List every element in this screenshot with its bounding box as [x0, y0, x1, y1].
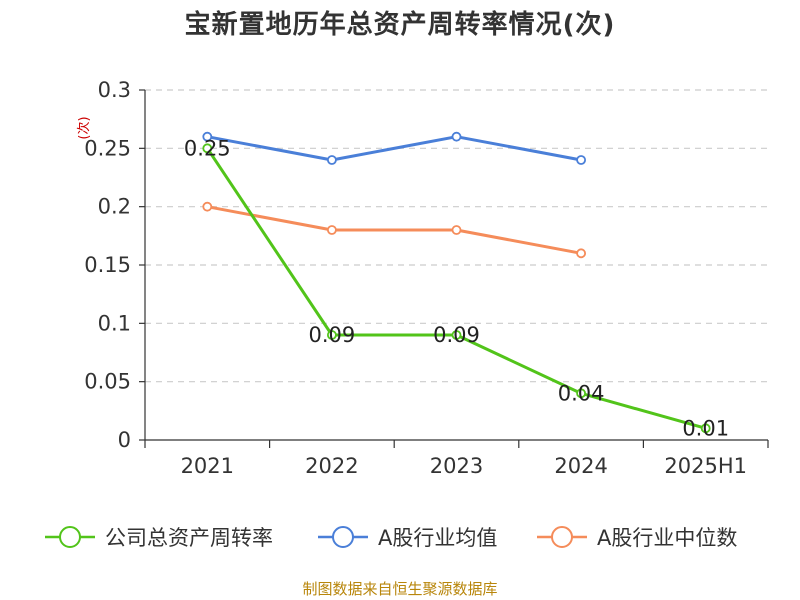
x-tick-label: 2022 [305, 454, 358, 478]
legend-label-1: A股行业均值 [378, 526, 497, 550]
legend-label-2: A股行业中位数 [597, 526, 737, 550]
data-labels: 0.25 0.09 0.09 0.04 0.01 [184, 136, 729, 440]
y-tick-label: 0.1 [98, 311, 131, 335]
series-point-0 [202, 143, 213, 154]
data-label: 0.25 [184, 136, 231, 160]
y-tick-labels: 0 0.05 0.1 0.15 0.2 0.25 0.3 [84, 78, 131, 452]
data-label: 0.09 [309, 323, 356, 347]
data-label: 0.01 [682, 416, 729, 440]
chart-title: 宝新置地历年总资产周转率情况(次) [184, 10, 616, 40]
series-point-2 [202, 201, 213, 212]
series-point-2 [451, 225, 462, 235]
y-axis-label: (次) [76, 116, 92, 139]
x-tick-label: 2021 [181, 454, 234, 478]
series-point-1 [326, 155, 337, 165]
legend-marker-2 [551, 526, 573, 548]
data-label: 0.04 [558, 381, 605, 405]
series-point-1 [576, 155, 586, 165]
series-point-0 [326, 330, 337, 340]
series-point-1 [202, 131, 213, 142]
series-lines [202, 131, 711, 434]
y-tick-label: 0.2 [98, 195, 131, 219]
y-tick-label: 0.15 [84, 253, 131, 277]
series-point-2 [576, 248, 586, 259]
series-point-0 [451, 330, 462, 340]
series-point-0 [576, 388, 586, 399]
x-tick-label: 2024 [554, 454, 607, 478]
data-label: 0.09 [433, 323, 480, 347]
axes [139, 89, 769, 448]
legend-marker-1 [332, 526, 354, 548]
source-note: 制图数据来自恒生聚源数据库 [302, 580, 498, 598]
y-tick-label: 0.3 [98, 78, 131, 102]
y-tick-label: 0 [118, 428, 131, 452]
y-tick-label: 0.25 [84, 136, 131, 160]
series-point-1 [451, 131, 462, 142]
y-tick-label: 0.05 [84, 370, 131, 394]
series-point-2 [326, 225, 337, 235]
legend: 公司总资产周转率 A股行业均值 A股行业中位数 [45, 526, 737, 550]
x-tick-labels: 2021 2022 2023 2024 2025H1 [181, 454, 747, 478]
series-line-0 [206, 147, 707, 430]
x-tick-label: 2025H1 [664, 454, 747, 478]
series-line-2 [207, 205, 582, 255]
legend-label-0: 公司总资产周转率 [105, 526, 273, 550]
series-point-0 [700, 423, 711, 434]
grid-lines [145, 89, 768, 383]
x-tick-label: 2023 [430, 454, 483, 478]
legend-marker-0 [59, 526, 81, 548]
series-line-1 [207, 135, 582, 162]
